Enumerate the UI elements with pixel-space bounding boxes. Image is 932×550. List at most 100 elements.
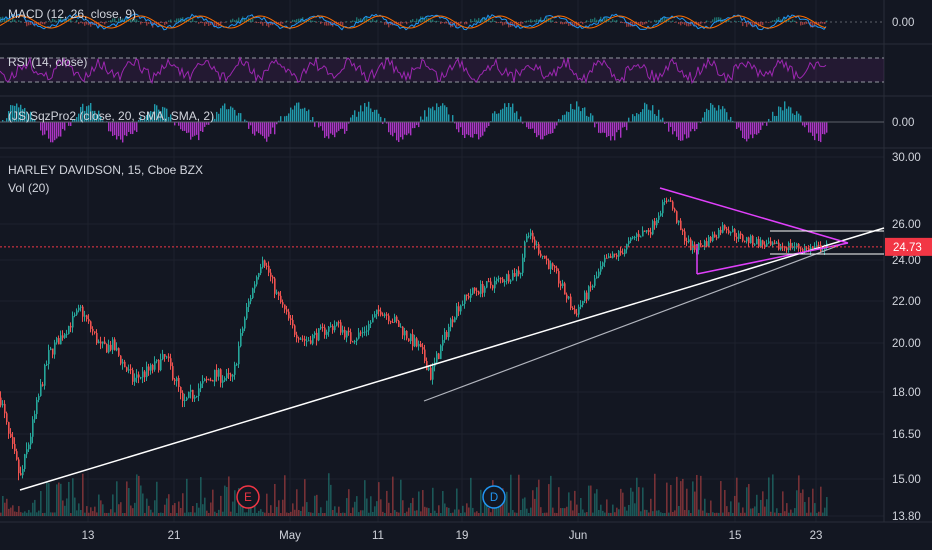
squeeze-pane[interactable] — [0, 101, 884, 143]
macd-histogram-bar — [556, 22, 558, 24]
squeeze-bar — [410, 122, 412, 136]
price-candles[interactable] — [0, 197, 828, 481]
candle-body — [300, 338, 302, 340]
squeeze-bar — [400, 122, 402, 138]
volume-bar — [366, 498, 368, 516]
candle-body — [10, 433, 12, 438]
macd-histogram-bar — [772, 20, 774, 22]
time-axis[interactable]: 13 21 May 11 19 Jun 15 23 — [82, 530, 823, 542]
drawings[interactable] — [19, 187, 885, 491]
candle-body — [526, 236, 528, 243]
volume-label[interactable]: Vol (20) — [8, 181, 49, 195]
squeeze-bar — [428, 107, 430, 122]
volume-bar — [46, 481, 48, 516]
candle-body — [688, 239, 690, 242]
candle-body — [630, 237, 632, 241]
squeeze-bar — [202, 122, 204, 133]
macd-histogram-bar — [638, 22, 640, 25]
volume-bar — [190, 512, 192, 516]
volume-bar — [564, 508, 566, 516]
squeeze-bar — [504, 103, 506, 122]
squeeze-bar — [280, 116, 282, 122]
squeeze-bar — [816, 122, 818, 134]
volume-bar — [698, 509, 700, 516]
candle-body — [740, 233, 742, 236]
volume-bar — [514, 512, 516, 516]
volume-bar — [730, 501, 732, 516]
macd-histogram-bar — [596, 19, 598, 22]
macd-histogram-bar — [504, 22, 506, 25]
volume-bar — [750, 508, 752, 516]
macd-histogram-bar — [432, 19, 434, 22]
candle-body — [370, 322, 372, 325]
squeeze-bar — [178, 122, 180, 126]
candle-body — [292, 319, 294, 326]
volume-bar — [460, 512, 462, 516]
macd-histogram-bar — [24, 22, 26, 23]
volume-bar — [420, 511, 422, 516]
volume-bar — [80, 509, 82, 516]
volume-bar — [784, 511, 786, 516]
squeeze-bar — [788, 106, 790, 122]
price-axis[interactable]: 30.0026.0024.0022.0020.0018.0016.5015.00… — [892, 152, 921, 523]
candle-body — [760, 240, 762, 247]
macd-pane[interactable] — [0, 13, 884, 31]
squeeze-bar — [508, 102, 510, 122]
volume-bar — [522, 498, 524, 516]
volume-bar — [732, 512, 734, 516]
candle-body — [642, 230, 644, 237]
volume-bar — [532, 490, 534, 516]
main-title[interactable]: HARLEY DAVIDSON, 15, Cboe BZX — [8, 163, 203, 177]
candle-body — [458, 306, 460, 312]
volume-bar — [414, 510, 416, 516]
macd-histogram-bar — [566, 22, 568, 24]
candle-body — [236, 364, 238, 366]
candle-body — [770, 241, 772, 245]
macd-histogram-bar — [368, 19, 370, 22]
macd-histogram-bar — [812, 22, 814, 28]
macd-histogram-bar — [168, 20, 170, 22]
candle-body — [422, 347, 424, 350]
volume-bar — [426, 507, 428, 516]
macd-histogram-bar — [372, 18, 374, 22]
squeeze-bar — [306, 111, 308, 122]
candle-body — [126, 367, 128, 371]
squeeze-bar — [138, 120, 140, 122]
volume-bar — [582, 509, 584, 516]
volume-bar — [470, 477, 472, 516]
macd-histogram-bar — [606, 17, 608, 22]
squeeze-bar — [568, 112, 570, 122]
candle-body — [168, 356, 170, 359]
volume-bar — [172, 505, 174, 516]
macd-histogram-bar — [426, 17, 428, 22]
macd-histogram-bar — [498, 22, 500, 23]
macd-histogram-bar — [446, 22, 448, 24]
squeeze-bar — [34, 119, 36, 122]
volume-bar — [518, 474, 520, 516]
squeeze-bar — [662, 117, 664, 122]
rsi-label[interactable]: RSI (14, close) — [8, 55, 87, 69]
squeeze-bar — [10, 105, 12, 122]
volume-bar — [86, 506, 88, 516]
squeeze-bar — [128, 122, 130, 132]
volume-bar — [744, 512, 746, 516]
candle-body — [252, 288, 254, 298]
squeeze-label[interactable]: (JS)SqzPro2 (close, 20, SMA, SMA, 2) — [8, 109, 214, 123]
candle-body — [658, 215, 660, 220]
rsi-pane[interactable] — [0, 56, 884, 85]
squeeze-bar — [744, 122, 746, 140]
macd-histogram-bar — [26, 22, 28, 27]
macd-histogram-bar — [444, 22, 446, 24]
macd-label[interactable]: MACD (12, 26, close, 9) — [8, 7, 136, 21]
volume-bar — [524, 497, 526, 516]
squeeze-bar — [264, 122, 266, 139]
volume-bar — [790, 509, 792, 516]
candle-body — [24, 454, 26, 469]
squeeze-bar — [792, 113, 794, 122]
candle-body — [518, 270, 520, 275]
macd-histogram-bar — [418, 19, 420, 22]
candle-body — [796, 243, 798, 247]
candle-body — [610, 256, 612, 258]
